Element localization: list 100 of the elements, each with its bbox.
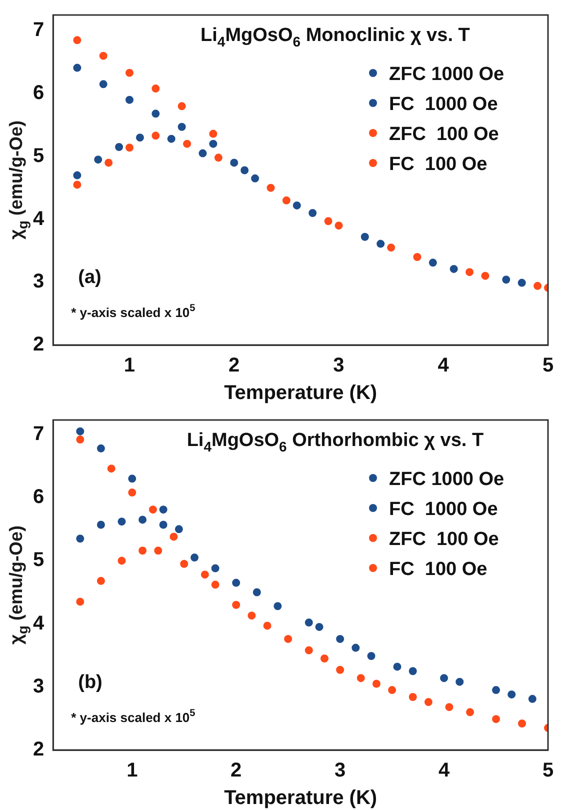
point	[376, 240, 385, 248]
point	[324, 217, 332, 226]
point	[174, 525, 183, 534]
x-tick-label: 1	[124, 354, 136, 377]
point	[183, 140, 192, 148]
point	[73, 36, 82, 44]
point	[304, 646, 313, 654]
x-tick-label: 5	[542, 354, 554, 377]
y-axis-title: χg (emu/g-Oe)	[6, 526, 30, 644]
y-tick-label: 5	[33, 549, 44, 572]
y-tick-label: 4	[33, 612, 45, 634]
y-tick-label: 7	[33, 19, 44, 42]
point	[388, 686, 396, 694]
point	[356, 674, 365, 682]
y-tick-label: 6	[33, 486, 44, 508]
point	[282, 196, 290, 204]
point	[211, 564, 220, 572]
point	[76, 534, 84, 543]
point	[178, 122, 186, 131]
legend-label: FC 1000 Oe	[389, 499, 498, 520]
point	[96, 520, 105, 529]
point	[413, 253, 422, 261]
point	[263, 622, 272, 630]
point	[73, 171, 82, 180]
point	[534, 282, 542, 290]
point	[367, 652, 376, 660]
point	[232, 600, 240, 609]
point	[252, 588, 261, 596]
x-tick-label: 2	[230, 760, 242, 782]
point	[352, 644, 360, 652]
annotation: (b)	[78, 672, 102, 693]
point	[118, 556, 126, 565]
point	[209, 140, 218, 148]
point	[76, 436, 84, 444]
point	[76, 427, 84, 436]
x-axis-title: Temperature (K)	[224, 787, 378, 809]
point	[152, 132, 160, 140]
point	[492, 686, 500, 694]
point	[115, 143, 124, 151]
point	[154, 546, 162, 555]
y-tick-label: 2	[33, 334, 44, 356]
point	[428, 258, 437, 267]
point	[190, 554, 199, 562]
point	[230, 158, 238, 167]
point	[445, 703, 454, 712]
point	[73, 64, 82, 72]
point	[251, 174, 260, 182]
point	[492, 715, 500, 724]
point	[107, 464, 116, 473]
x-tick-label: 3	[334, 760, 346, 782]
point	[128, 488, 136, 497]
point	[240, 166, 249, 174]
x-tick-label: 5	[542, 760, 554, 782]
point	[440, 674, 448, 682]
point	[148, 506, 157, 514]
y-tick-label: 4	[33, 208, 45, 230]
point	[126, 68, 134, 77]
point	[518, 278, 526, 287]
x-axis-title: Temperature (K)	[224, 382, 378, 404]
x-tick-label: 2	[228, 354, 240, 377]
point	[96, 444, 105, 452]
point	[336, 666, 344, 674]
point	[211, 580, 220, 589]
point	[126, 96, 134, 104]
x-tick-label: 4	[438, 760, 450, 782]
point	[170, 532, 178, 541]
point	[466, 708, 474, 716]
point	[178, 102, 186, 110]
point	[284, 634, 292, 643]
point	[334, 222, 343, 230]
point	[336, 634, 344, 643]
legend-label: FC 100 Oe	[389, 154, 488, 175]
y-tick-label: 6	[33, 82, 44, 104]
annotation: (a)	[78, 267, 102, 288]
point	[393, 662, 402, 671]
point	[96, 576, 105, 585]
point	[198, 149, 207, 158]
point	[292, 201, 301, 210]
x-tick-label: 4	[438, 354, 450, 377]
y-axis-title: χg (emu/g-Oe)	[6, 120, 30, 240]
point	[466, 268, 474, 276]
point	[209, 130, 218, 138]
point	[152, 84, 160, 93]
point	[424, 698, 432, 706]
point	[99, 80, 108, 88]
point	[214, 154, 222, 162]
point	[266, 184, 275, 192]
point	[167, 134, 176, 143]
point	[232, 578, 240, 587]
y-tick-label: 5	[33, 144, 44, 167]
point	[152, 110, 160, 118]
x-tick-label: 3	[333, 354, 344, 377]
y-tick-label: 2	[33, 738, 44, 761]
point	[518, 720, 526, 728]
point	[159, 520, 168, 529]
point	[528, 694, 536, 703]
point	[118, 518, 126, 526]
x-tick-label: 1	[126, 760, 138, 782]
point	[73, 180, 82, 189]
legend-label: ZFC 1000 Oe	[389, 64, 504, 85]
